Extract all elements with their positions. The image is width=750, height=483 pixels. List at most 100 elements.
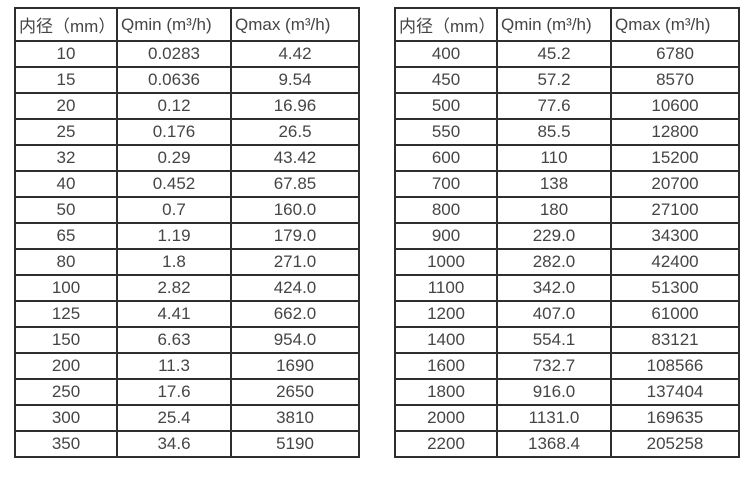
table-row: 1100 342.0 51300 (394, 274, 740, 302)
table-cell: 15200 (610, 144, 740, 172)
table-cell: 2650 (230, 378, 360, 406)
table-cell: 0.176 (116, 118, 232, 146)
table-row: 125 4.41 662.0 (14, 300, 360, 328)
table-cell: 1200 (394, 300, 498, 328)
table-cell: 25 (14, 118, 118, 146)
table-cell: 20700 (610, 170, 740, 198)
table-cell: 1368.4 (496, 430, 612, 458)
table-cell: 300 (14, 404, 118, 432)
table-cell: 150 (14, 326, 118, 354)
table-row: 800 180 27100 (394, 196, 740, 224)
table-row: 1400 554.1 83121 (394, 326, 740, 354)
table-row: 2200 1368.4 205258 (394, 430, 740, 458)
flow-tables-container: 内径（mm） Qmin (m³/h) Qmax (m³/h) 10 0.0283 4… (14, 7, 740, 458)
table-cell: 8570 (610, 66, 740, 94)
table-cell: 4.41 (116, 300, 232, 328)
flow-table-right: 内径（mm） Qmin (m³/h) Qmax (m³/h) 400 45.2 67… (394, 7, 740, 458)
table-cell: 40 (14, 170, 118, 198)
table-cell: 1100 (394, 274, 498, 302)
table-cell: 16.96 (230, 92, 360, 120)
table-row: 1200 407.0 61000 (394, 300, 740, 328)
table-cell: 10 (14, 40, 118, 68)
table-cell: 4.42 (230, 40, 360, 68)
table-row: 1800 916.0 137404 (394, 378, 740, 406)
table-body: 10 0.0283 4.42 15 0.0636 9.54 20 0.12 16.96 25 0.1… (14, 40, 360, 458)
table-cell: 169635 (610, 404, 740, 432)
header-qmin: Qmin (m³/h) (116, 7, 232, 42)
table-row: 50 0.7 160.0 (14, 196, 360, 224)
table-cell: 916.0 (496, 378, 612, 406)
table-cell: 205258 (610, 430, 740, 458)
table-cell: 800 (394, 196, 498, 224)
table-cell: 34.6 (116, 430, 232, 458)
table-cell: 407.0 (496, 300, 612, 328)
header-inner-diameter: 内径（mm） (394, 7, 498, 42)
table-body: 400 45.2 6780 450 57.2 8570 500 77.6 10600 550 85.… (394, 40, 740, 458)
table-cell: 200 (14, 352, 118, 380)
table-cell: 342.0 (496, 274, 612, 302)
table-cell: 9.54 (230, 66, 360, 94)
table-cell: 160.0 (230, 196, 360, 224)
table-cell: 138 (496, 170, 612, 198)
table-cell: 179.0 (230, 222, 360, 250)
table-cell: 1000 (394, 248, 498, 276)
table-cell: 83121 (610, 326, 740, 354)
table-cell: 229.0 (496, 222, 612, 250)
table-cell: 25.4 (116, 404, 232, 432)
table-row: 500 77.6 10600 (394, 92, 740, 120)
table-cell: 900 (394, 222, 498, 250)
table-row: 80 1.8 271.0 (14, 248, 360, 276)
table-header-row: 内径（mm） Qmin (m³/h) Qmax (m³/h) (394, 7, 740, 42)
table-cell: 80 (14, 248, 118, 276)
table-cell: 15 (14, 66, 118, 94)
table-cell: 50 (14, 196, 118, 224)
table-cell: 108566 (610, 352, 740, 380)
table-cell: 45.2 (496, 40, 612, 68)
table-row: 20 0.12 16.96 (14, 92, 360, 120)
table-cell: 6.63 (116, 326, 232, 354)
table-cell: 27100 (610, 196, 740, 224)
table-cell: 600 (394, 144, 498, 172)
table-cell: 282.0 (496, 248, 612, 276)
table-row: 15 0.0636 9.54 (14, 66, 360, 94)
table-cell: 424.0 (230, 274, 360, 302)
table-row: 450 57.2 8570 (394, 66, 740, 94)
table-row: 100 2.82 424.0 (14, 274, 360, 302)
table-cell: 550 (394, 118, 498, 146)
table-cell: 12800 (610, 118, 740, 146)
table-cell: 500 (394, 92, 498, 120)
header-qmax: Qmax (m³/h) (230, 7, 360, 42)
table-cell: 3810 (230, 404, 360, 432)
table-row: 350 34.6 5190 (14, 430, 360, 458)
table-row: 2000 1131.0 169635 (394, 404, 740, 432)
table-cell: 6780 (610, 40, 740, 68)
table-cell: 0.7 (116, 196, 232, 224)
table-row: 150 6.63 954.0 (14, 326, 360, 354)
table-cell: 2200 (394, 430, 498, 458)
table-cell: 1690 (230, 352, 360, 380)
table-cell: 17.6 (116, 378, 232, 406)
table-cell: 1400 (394, 326, 498, 354)
table-cell: 1800 (394, 378, 498, 406)
table-row: 600 110 15200 (394, 144, 740, 172)
table-row: 300 25.4 3810 (14, 404, 360, 432)
table-row: 250 17.6 2650 (14, 378, 360, 406)
table-row: 10 0.0283 4.42 (14, 40, 360, 68)
table-cell: 2000 (394, 404, 498, 432)
table-cell: 1600 (394, 352, 498, 380)
table-cell: 10600 (610, 92, 740, 120)
table-cell: 450 (394, 66, 498, 94)
table-cell: 26.5 (230, 118, 360, 146)
table-row: 400 45.2 6780 (394, 40, 740, 68)
table-cell: 350 (14, 430, 118, 458)
table-cell: 67.85 (230, 170, 360, 198)
table-cell: 0.0636 (116, 66, 232, 94)
table-cell: 0.29 (116, 144, 232, 172)
table-cell: 732.7 (496, 352, 612, 380)
table-cell: 554.1 (496, 326, 612, 354)
table-row: 1600 732.7 108566 (394, 352, 740, 380)
table-cell: 1.8 (116, 248, 232, 276)
table-cell: 1.19 (116, 222, 232, 250)
table-header-row: 内径（mm） Qmin (m³/h) Qmax (m³/h) (14, 7, 360, 42)
table-row: 550 85.5 12800 (394, 118, 740, 146)
